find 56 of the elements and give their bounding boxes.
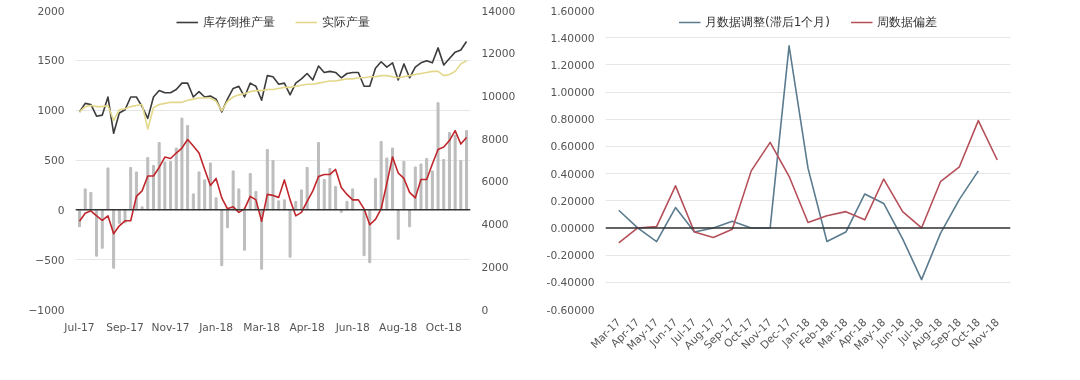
x-tick-label: Mar-18 xyxy=(243,320,281,334)
x-tick-label: Apr-18 xyxy=(289,320,325,334)
y2-tick-label: 12000 xyxy=(481,47,516,61)
y-tick-label: 1.60000 xyxy=(550,4,595,18)
line-series xyxy=(78,40,468,135)
y-tick-label: 500 xyxy=(44,154,65,167)
bar xyxy=(408,209,412,228)
x-tick-label: Jul-17 xyxy=(63,320,95,334)
y2-tick-label: 10000 xyxy=(481,89,516,103)
y-tick-label: 1.40000 xyxy=(550,31,595,45)
x-tick-label: Oct-18 xyxy=(425,320,462,334)
y-tick-label: 0.20000 xyxy=(550,194,595,208)
x-tick-label: Jun-18 xyxy=(334,320,370,334)
y-tick-label: 1000 xyxy=(37,104,65,118)
x-tick-label: Aug-18 xyxy=(379,320,418,334)
y2-tick-label: 8000 xyxy=(481,132,509,146)
bar xyxy=(169,160,173,211)
y2-tick-label: 4000 xyxy=(481,218,509,232)
line-series xyxy=(617,119,999,244)
bar xyxy=(95,209,99,257)
y-tick-label: 0.80000 xyxy=(550,113,595,127)
bar xyxy=(271,160,275,211)
y-tick-label: -0.20000 xyxy=(546,249,595,263)
bar xyxy=(447,132,451,211)
y-tick-label: -0.40000 xyxy=(546,276,595,290)
y-tick-label: 1.00000 xyxy=(550,86,595,100)
x-tick-label: Jan-18 xyxy=(198,320,234,334)
bar xyxy=(442,159,446,211)
line-series xyxy=(617,45,980,281)
bar xyxy=(100,209,104,249)
y-tick-label: -0.60000 xyxy=(546,303,595,317)
legend-label: 周数据偏差 xyxy=(877,13,937,31)
y-tick-label: −1000 xyxy=(28,303,65,317)
y2-tick-label: 2000 xyxy=(481,260,509,274)
legend-label: 库存倒推产量 xyxy=(202,13,275,31)
x-tick-label: Sep-17 xyxy=(106,320,144,334)
y-tick-label: 0.00000 xyxy=(550,221,595,235)
legend-label: 实际产量 xyxy=(321,13,370,31)
y-tick-label: −500 xyxy=(35,253,65,267)
bar xyxy=(305,166,309,211)
y-tick-label: 0.40000 xyxy=(550,167,595,181)
y-tick-label: 2000 xyxy=(37,4,65,18)
y-tick-label: 1.20000 xyxy=(550,58,595,72)
y2-tick-label: 0 xyxy=(481,303,489,317)
bar xyxy=(237,188,241,211)
y-tick-label: 0 xyxy=(57,203,65,217)
y-tick-label: 1500 xyxy=(37,54,65,68)
line-series xyxy=(78,59,468,130)
x-tick-label: Nov-17 xyxy=(151,320,190,334)
bar xyxy=(203,179,207,211)
legend-label: 月数据调整(滞后1个月) xyxy=(705,13,830,31)
y-tick-label: 0.60000 xyxy=(550,140,595,154)
y2-tick-label: 14000 xyxy=(481,4,516,18)
line-series xyxy=(78,129,468,235)
bar xyxy=(373,177,377,211)
y2-tick-label: 6000 xyxy=(481,175,509,189)
